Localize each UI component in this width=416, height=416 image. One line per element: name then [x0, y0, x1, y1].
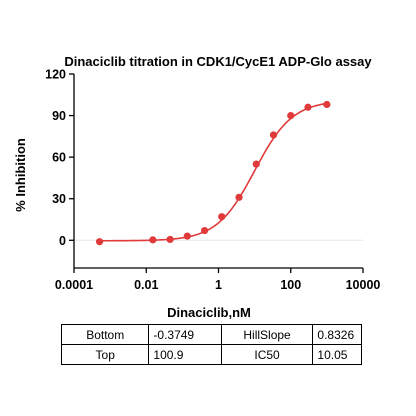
- x-tick-labels: 0.0001 0.01 1 100 10000: [55, 278, 381, 292]
- table-row: Top 100.9 IC50 10.05: [60, 344, 362, 365]
- data-point: [323, 100, 331, 109]
- chart-title: Dinaciclib titration in CDK1/CycE1 ADP-G…: [64, 54, 372, 69]
- data-point: [95, 238, 104, 246]
- data-point: [218, 213, 226, 221]
- data-point: [269, 131, 278, 139]
- table-row: Bottom -0.3749 HillSlope 0.8326: [60, 324, 362, 345]
- fit-curve: [99, 102, 328, 242]
- data-point: [183, 232, 191, 240]
- tick-marks: [69, 73, 364, 273]
- y-axis-title: % Inhibition: [13, 138, 28, 212]
- param-label-top: Top: [60, 344, 150, 365]
- data-point: [287, 111, 295, 120]
- x-tick-label: 10000: [346, 278, 381, 292]
- y-tick-label: 0: [59, 234, 66, 248]
- y-tick-label: 60: [52, 151, 66, 165]
- param-label-ic50: IC50: [220, 344, 314, 365]
- data-point: [304, 103, 312, 111]
- param-value-top: 100.9: [148, 344, 222, 365]
- x-tick-label: 100: [280, 278, 301, 292]
- param-value-ic50: 10.05: [312, 344, 362, 365]
- x-tick-label: 0.01: [134, 278, 158, 292]
- fit-parameters-table: Bottom -0.3749 HillSlope 0.8326 Top 100.…: [60, 324, 362, 365]
- x-tick-label: 1: [215, 278, 222, 292]
- param-label-hillslope: HillSlope: [220, 324, 314, 345]
- y-tick-label: 120: [45, 68, 66, 82]
- param-label-bottom: Bottom: [60, 324, 150, 345]
- data-point: [149, 236, 157, 244]
- data-point: [252, 160, 260, 168]
- axes: [73, 74, 363, 269]
- data-point: [166, 235, 174, 244]
- param-value-hillslope: 0.8326: [312, 324, 362, 345]
- data-point: [235, 193, 243, 201]
- y-tick-label: 30: [52, 192, 66, 206]
- fit-curve-layer: [99, 102, 328, 242]
- x-axis-title: Dinaciclib,nM: [167, 305, 251, 320]
- data-point: [200, 226, 209, 235]
- param-value-bottom: -0.3749: [148, 324, 222, 345]
- x-tick-label: 0.0001: [55, 278, 93, 292]
- data-points: [95, 100, 331, 246]
- y-tick-labels: 0 30 60 90 120: [45, 68, 66, 248]
- y-tick-label: 90: [52, 109, 66, 123]
